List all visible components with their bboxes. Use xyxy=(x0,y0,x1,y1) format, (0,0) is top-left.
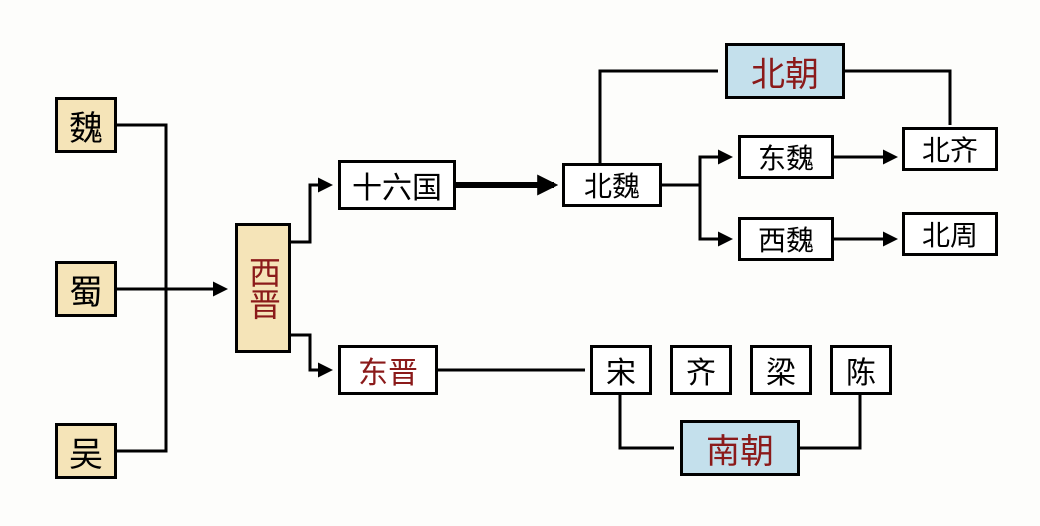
node-nanchao-label: 南朝 xyxy=(706,424,774,473)
node-qi-label: 齐 xyxy=(686,348,716,392)
node-shu-label: 蜀 xyxy=(69,265,103,314)
node-beichao-label: 北朝 xyxy=(751,47,819,96)
node-liang-label: 梁 xyxy=(766,348,796,392)
node-wu-label: 吴 xyxy=(69,427,103,476)
node-wei: 魏 xyxy=(55,97,117,153)
node-beizhou-label: 北周 xyxy=(922,214,978,254)
edge xyxy=(620,395,674,448)
node-wei-label: 魏 xyxy=(69,101,103,150)
edge xyxy=(291,185,330,242)
node-beizhou: 北周 xyxy=(902,212,998,256)
node-xijin-label: 西晋 xyxy=(240,256,286,320)
node-dongwei: 东魏 xyxy=(738,135,834,179)
edges-layer xyxy=(0,0,1040,526)
node-dongjin: 东晋 xyxy=(338,345,438,395)
node-sixteen-label: 十六国 xyxy=(352,163,442,207)
node-beiqi-label: 北齐 xyxy=(922,129,978,169)
node-beiqi: 北齐 xyxy=(902,127,998,171)
node-dongjin-label: 东晋 xyxy=(358,348,418,392)
edge xyxy=(662,157,730,185)
node-liang: 梁 xyxy=(750,345,812,395)
node-beiwei: 北魏 xyxy=(562,163,662,207)
edge xyxy=(800,395,860,448)
edge xyxy=(291,335,330,370)
node-beiwei-label: 北魏 xyxy=(584,165,640,205)
node-xijin: 西晋 xyxy=(235,223,291,353)
node-xiwei-label: 西魏 xyxy=(758,219,814,259)
node-song-label: 宋 xyxy=(606,348,636,392)
node-nanchao: 南朝 xyxy=(680,420,800,476)
node-beichao: 北朝 xyxy=(725,43,845,99)
node-chen: 陈 xyxy=(830,345,892,395)
node-dongwei-label: 东魏 xyxy=(758,137,814,177)
node-xiwei: 西魏 xyxy=(738,217,834,261)
node-qi: 齐 xyxy=(670,345,732,395)
edge xyxy=(845,71,950,125)
edge xyxy=(700,185,730,239)
node-song: 宋 xyxy=(590,345,652,395)
node-shu: 蜀 xyxy=(55,261,117,317)
edge xyxy=(600,71,718,165)
node-wu: 吴 xyxy=(55,423,117,479)
node-sixteen: 十六国 xyxy=(338,160,456,210)
node-chen-label: 陈 xyxy=(846,348,876,392)
